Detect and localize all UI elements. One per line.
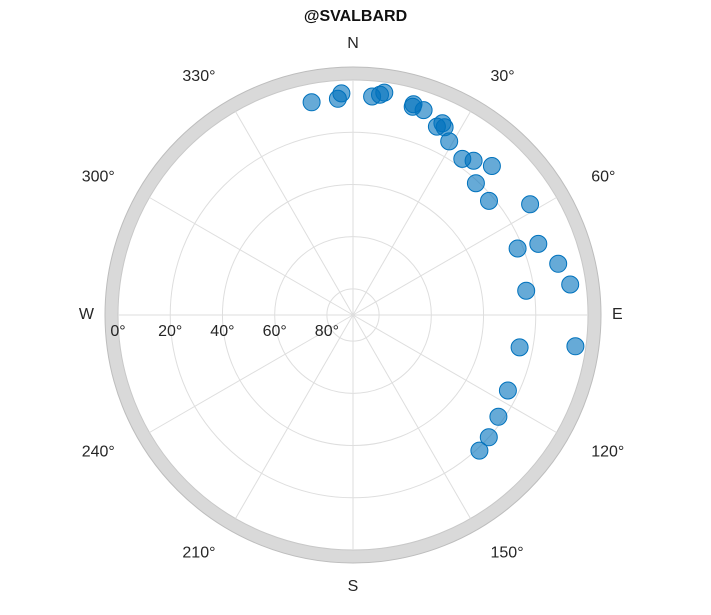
azimuth-spoke-60 [352, 197, 557, 316]
data-point [302, 93, 321, 112]
data-point [521, 195, 540, 214]
data-point [464, 151, 483, 170]
data-point [517, 281, 536, 300]
outer-ring-edge [104, 66, 602, 564]
data-point [498, 381, 517, 400]
data-point [566, 337, 585, 356]
data-point [470, 441, 489, 460]
radial-tick-label: 80° [315, 323, 339, 340]
angle-tick-label: 300° [82, 169, 115, 186]
radial-tick-label: 60° [263, 323, 287, 340]
polar-grid [104, 66, 602, 564]
cardinal-label-e: E [612, 306, 623, 323]
data-point [414, 101, 433, 120]
chart-title: @SVALBARD [303, 8, 408, 25]
data-point [480, 191, 498, 210]
azimuth-spoke-240 [149, 314, 354, 433]
data-point [466, 174, 485, 193]
angle-tick-label: 330° [182, 68, 215, 85]
angle-tick-label: 120° [591, 444, 624, 461]
data-point [549, 254, 568, 273]
axis-labels: N S E W 30° 60° 120° 150° 210° 240° 300° 330° 0° 20° 4… [79, 35, 624, 595]
azimuth-spoke-210 [235, 314, 354, 519]
data-point [332, 84, 351, 103]
azimuth-spoke-150 [352, 314, 471, 519]
cardinal-label-n: N [347, 35, 359, 52]
cardinal-label-w: W [79, 306, 95, 323]
data-point [508, 239, 527, 258]
azimuth-spoke-330 [235, 111, 354, 316]
data-point [529, 234, 548, 253]
angle-tick-label: 240° [82, 444, 115, 461]
cardinal-label-s: S [348, 578, 359, 595]
azimuth-spoke-300 [149, 197, 354, 316]
radial-tick-label: 20° [158, 323, 182, 340]
data-point [440, 132, 459, 151]
radial-tick-label: 0° [110, 323, 125, 340]
data-points [302, 83, 585, 460]
angle-tick-label: 30° [491, 68, 515, 85]
data-point [482, 157, 501, 175]
azimuth-spoke-120 [352, 314, 557, 433]
radial-tick-label: 40° [210, 323, 234, 340]
data-point [561, 275, 580, 294]
data-point [489, 407, 508, 426]
data-point [479, 428, 498, 447]
angle-tick-label: 150° [491, 544, 524, 561]
data-point [375, 83, 394, 102]
outer-ring [105, 67, 601, 563]
angle-tick-label: 210° [182, 544, 215, 561]
angle-tick-label: 60° [591, 169, 615, 186]
data-point [510, 338, 529, 357]
